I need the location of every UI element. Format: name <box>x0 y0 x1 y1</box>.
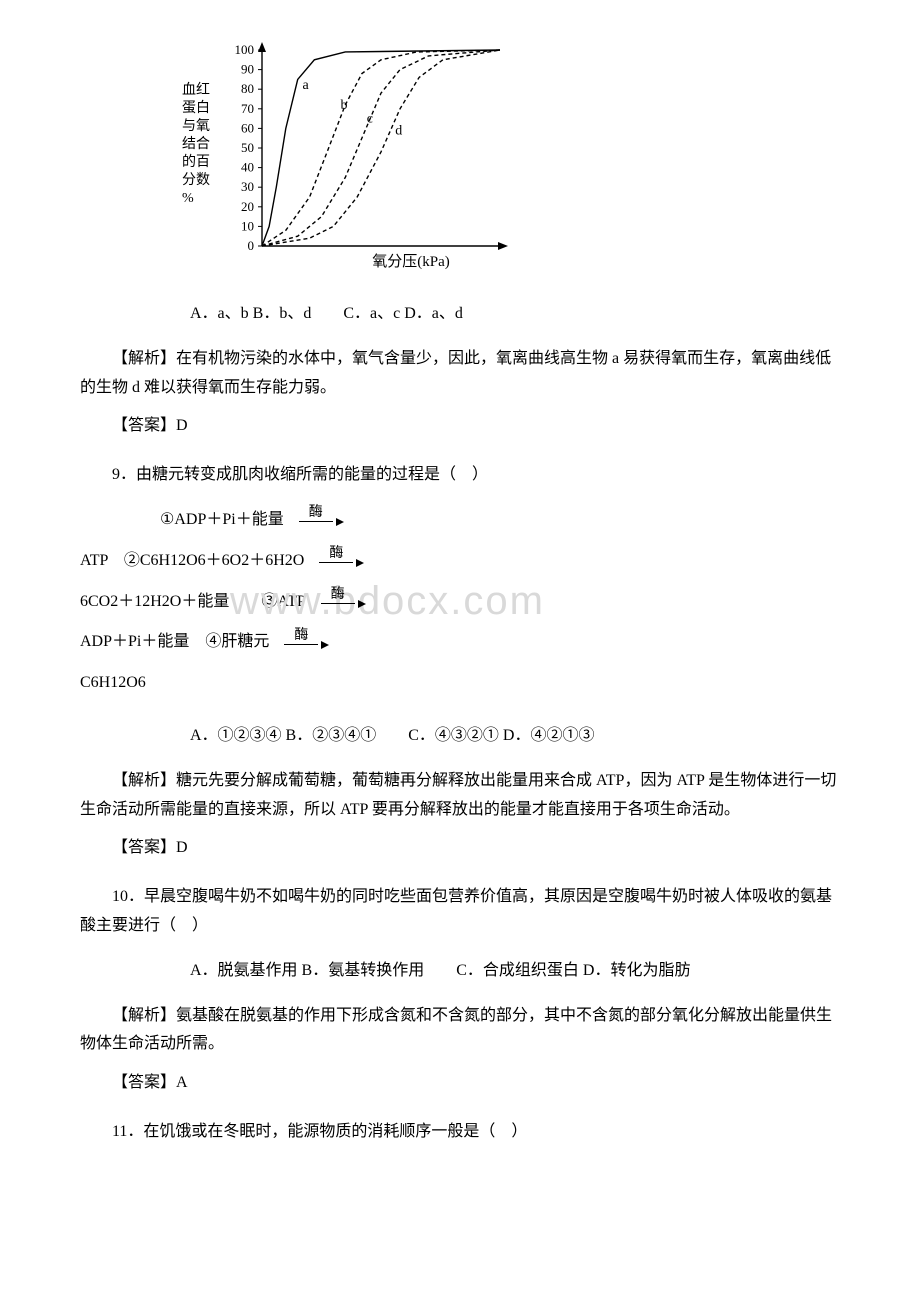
q9-f4-left: ADP＋Pi＋能量 ④肝糖元 <box>80 628 269 657</box>
q9-f1-left: ①ADP＋Pi＋能量 <box>160 506 284 535</box>
enzyme-arrow-icon: 酶 <box>310 588 366 612</box>
svg-text:a: a <box>302 78 309 93</box>
enzyme-label: 酶 <box>284 629 318 645</box>
enzyme-arrow-icon: 酶 <box>308 547 364 571</box>
svg-text:30: 30 <box>241 179 254 194</box>
svg-text:%: % <box>182 191 194 206</box>
svg-text:的百: 的百 <box>182 154 210 170</box>
q8-options: A．a、b B．b、d C．a、c D．a、d <box>190 300 840 329</box>
svg-text:80: 80 <box>241 81 254 96</box>
q8-explain: 【解析】在有机物污染的水体中，氧气含量少，因此，氧离曲线高生物 a 易获得氧而生… <box>80 345 840 403</box>
svg-text:0: 0 <box>248 238 255 253</box>
svg-text:60: 60 <box>241 120 254 135</box>
svg-text:10: 10 <box>241 218 254 233</box>
svg-text:100: 100 <box>235 42 255 57</box>
svg-text:结合: 结合 <box>182 136 210 152</box>
q9-stem: 9．由糖元转变成肌肉收缩所需的能量的过程是（ ） <box>80 461 840 490</box>
svg-text:b: b <box>341 98 348 113</box>
svg-text:d: d <box>395 123 402 138</box>
q8-answer: 【答案】D <box>80 412 840 441</box>
q9-formula-2: ATP ②C6H12O6＋6O2＋6H2O 酶 <box>80 547 840 576</box>
q10-stem: 10．早晨空腹喝牛奶不如喝牛奶的同时吃些面包营养价值高，其原因是空腹喝牛奶时被人… <box>80 883 840 941</box>
svg-text:20: 20 <box>241 199 254 214</box>
q9-options: A．①②③④ B．②③④① C．④③②① D．④②①③ <box>190 722 840 751</box>
svg-text:分数: 分数 <box>182 172 210 188</box>
oxygen-dissociation-chart: 0 10 20 30 40 50 60 70 80 90 100 血红蛋白与氧结合的百分数% 氧分压(k… <box>170 40 840 270</box>
q9-formula-4: ADP＋Pi＋能量 ④肝糖元 酶 <box>80 628 840 657</box>
enzyme-arrow-icon: 酶 <box>273 629 329 653</box>
enzyme-label: 酶 <box>299 506 333 522</box>
enzyme-label: 酶 <box>319 547 353 563</box>
q9-f3-left: 6CO2＋12H2O＋能量 ③ATP <box>80 588 306 617</box>
svg-text:70: 70 <box>241 101 254 116</box>
q9-explain: 【解析】糖元先要分解成葡萄糖，葡萄糖再分解释放出能量用来合成 ATP，因为 AT… <box>80 767 840 825</box>
q10-answer: 【答案】A <box>80 1069 840 1098</box>
q9-answer: 【答案】D <box>80 834 840 863</box>
enzyme-label: 酶 <box>321 588 355 604</box>
q11-stem: 11．在饥饿或在冬眠时，能源物质的消耗顺序一般是（ ） <box>80 1118 840 1147</box>
svg-text:血红: 血红 <box>182 82 210 98</box>
q9-formula-3: 6CO2＋12H2O＋能量 ③ATP 酶 <box>80 588 840 617</box>
svg-text:50: 50 <box>241 140 254 155</box>
q10-explain: 【解析】氨基酸在脱氨基的作用下形成含氮和不含氮的部分，其中不含氮的部分氧化分解放… <box>80 1002 840 1060</box>
q9-formula-1: ①ADP＋Pi＋能量 酶 <box>160 506 840 535</box>
svg-text:蛋白: 蛋白 <box>182 100 210 116</box>
enzyme-arrow-icon: 酶 <box>288 506 344 530</box>
svg-text:90: 90 <box>241 62 254 77</box>
svg-text:与氧: 与氧 <box>182 118 210 134</box>
chart-svg: 0 10 20 30 40 50 60 70 80 90 100 血红蛋白与氧结合的百分数% 氧分压(k… <box>170 40 510 270</box>
q9-formula-5: C6H12O6 <box>80 669 840 698</box>
q9-f2-left: ATP ②C6H12O6＋6O2＋6H2O <box>80 547 304 576</box>
svg-text:40: 40 <box>241 160 254 175</box>
svg-text:c: c <box>367 112 373 127</box>
q10-options: A．脱氨基作用 B．氨基转换作用 C．合成组织蛋白 D．转化为脂肪 <box>190 957 840 986</box>
svg-text:氧分压(kPa): 氧分压(kPa) <box>372 253 450 270</box>
